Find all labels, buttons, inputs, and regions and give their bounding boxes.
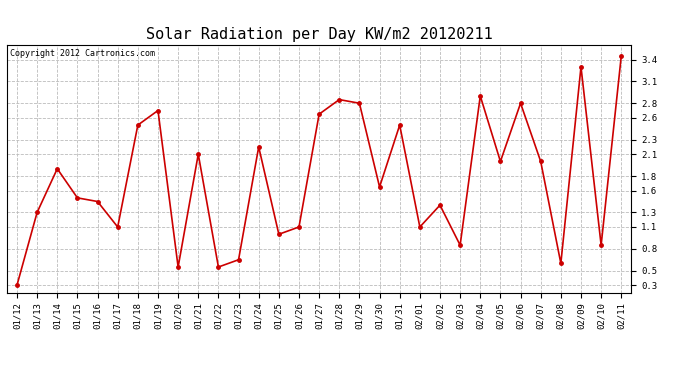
Title: Solar Radiation per Day KW/m2 20120211: Solar Radiation per Day KW/m2 20120211: [146, 27, 493, 42]
Text: Copyright 2012 Cartronics.com: Copyright 2012 Cartronics.com: [10, 49, 155, 58]
